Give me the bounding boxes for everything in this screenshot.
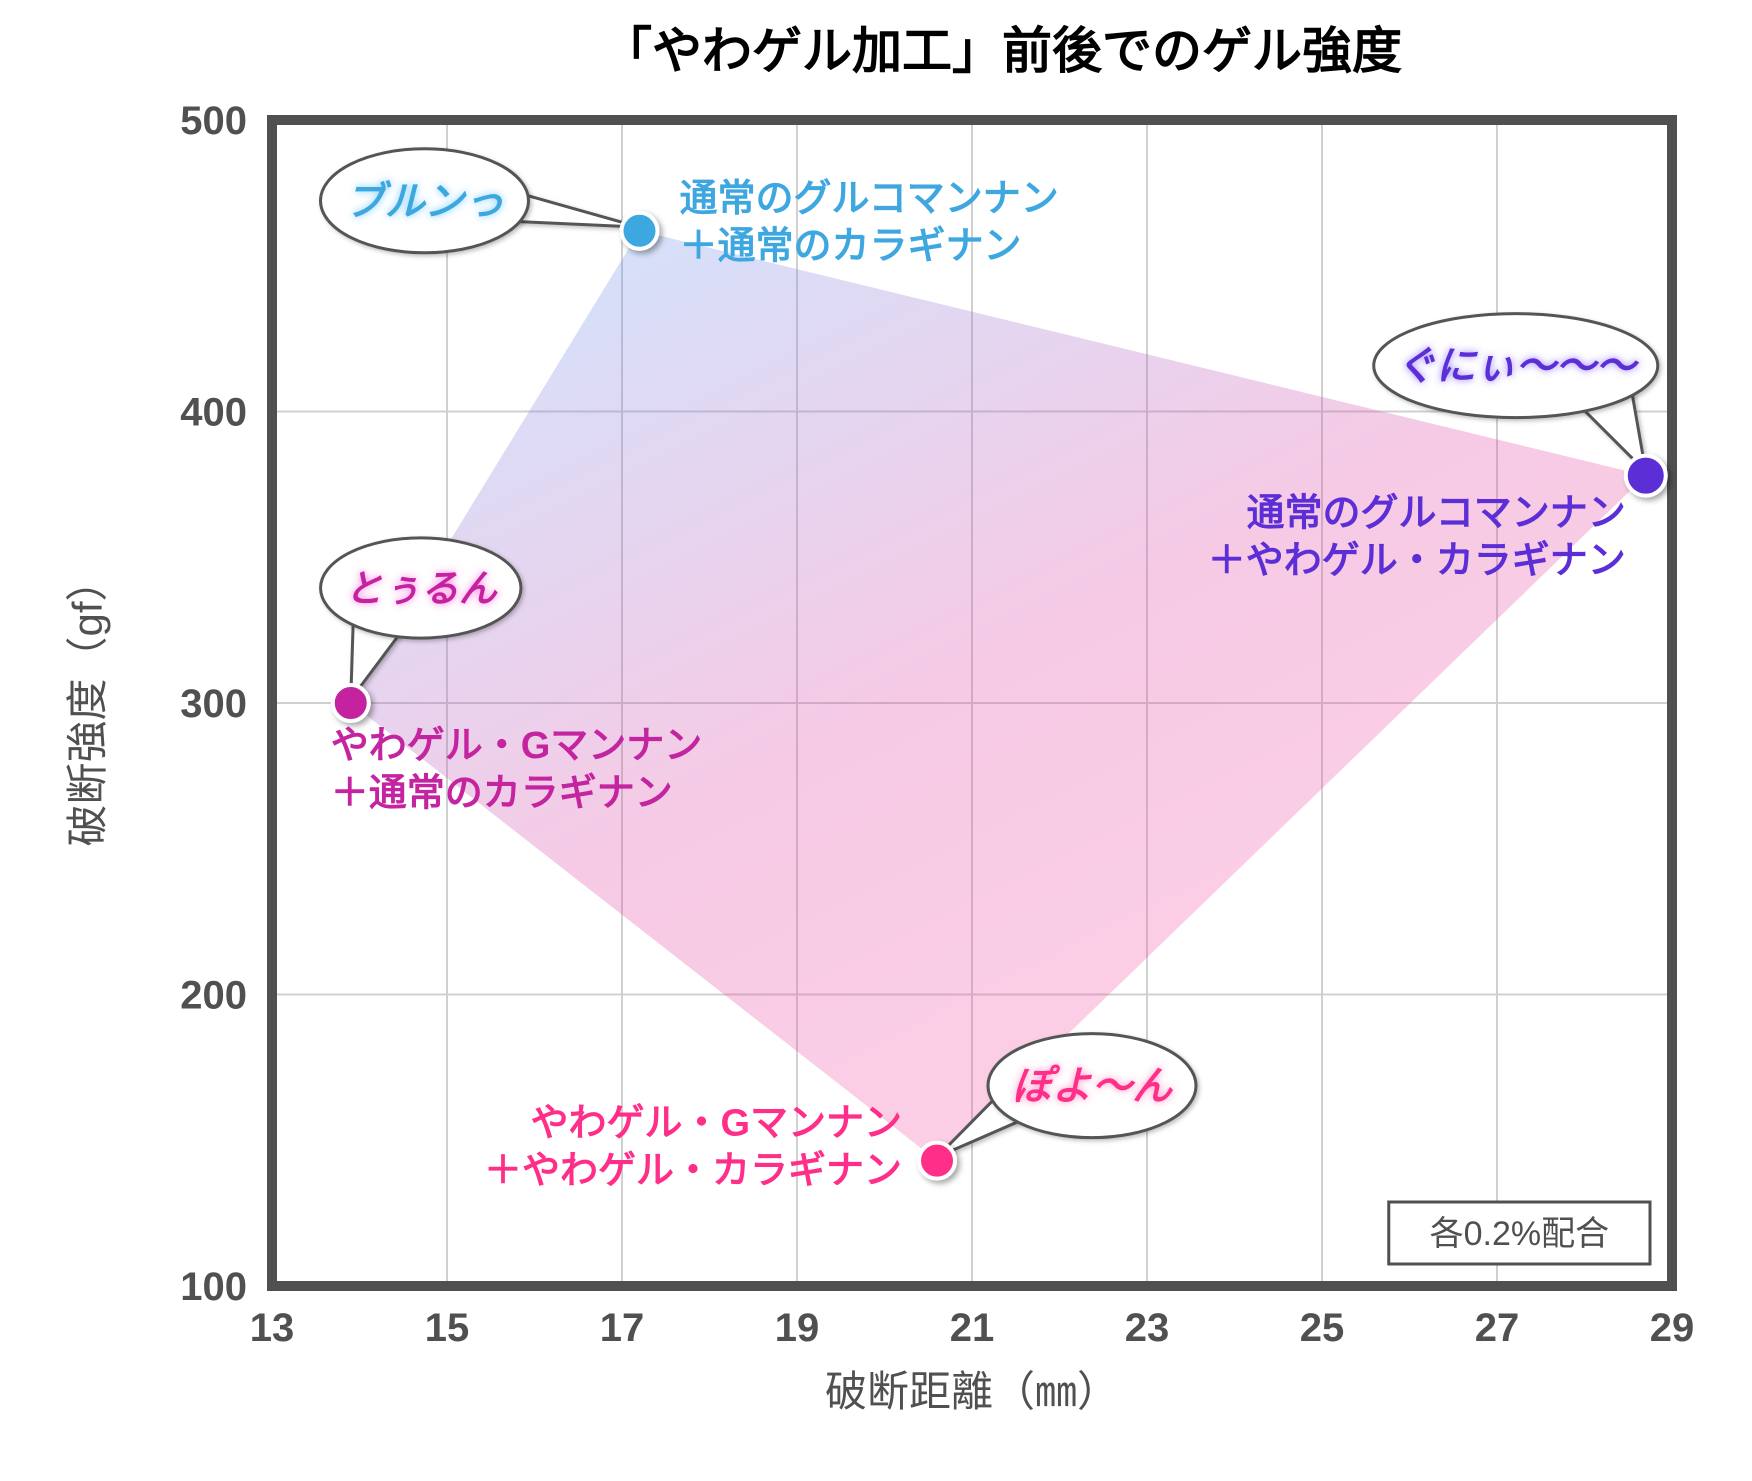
y-tick-label: 200: [180, 974, 247, 1018]
point-label-line: 通常のグルコマンナン: [680, 178, 1059, 220]
x-axis-title: 破断距離（㎜）: [825, 1368, 1119, 1415]
point-label-line: ＋通常のカラギナン: [331, 773, 673, 815]
x-tick-label: 15: [425, 1306, 470, 1350]
chart-title: 「やわゲル加工」前後でのゲル強度: [602, 23, 1402, 79]
x-tick-label: 23: [1125, 1306, 1170, 1350]
x-tick-label: 25: [1300, 1306, 1345, 1350]
point-label-line: ＋通常のカラギナン: [680, 225, 1022, 267]
x-tick-label: 29: [1650, 1306, 1695, 1350]
marker-dot: [1626, 456, 1666, 496]
y-axis-title: 破断強度（gf）: [64, 559, 111, 846]
x-tick-label: 27: [1475, 1306, 1520, 1350]
point-label-line: ＋やわゲル・カラギナン: [484, 1150, 902, 1192]
marker-dot: [919, 1143, 955, 1179]
y-tick-label: 300: [180, 682, 247, 726]
y-tick-label: 500: [180, 99, 247, 143]
marker-dot: [333, 685, 369, 721]
bubble-text: ぽよ～ん: [1012, 1065, 1174, 1109]
footnote-label: 各0.2%配合: [1430, 1215, 1610, 1253]
x-tick-label: 21: [950, 1306, 995, 1350]
chart-container: 「やわゲル加工」前後でのゲル強度 13 15 17 19 21 23 25 27 29 100 200…: [0, 0, 1752, 1481]
y-tick-label: 100: [180, 1265, 247, 1309]
data-point p_blue: ブルンっ 通常のグルコマンナン ＋通常のカラギナン: [321, 149, 1059, 267]
point-label-line: やわゲル・Gマンナン: [331, 725, 703, 767]
speech-bubble: ブルンっ: [321, 149, 640, 253]
bubble-text: とぅるん: [345, 568, 498, 610]
point-label-line: ＋やわゲル・カラギナン: [1208, 540, 1626, 582]
x-tick-label: 19: [775, 1306, 820, 1350]
bubble-text: ブルンっ: [345, 179, 504, 224]
x-tick-label: 13: [250, 1306, 295, 1350]
y-tick-label: 400: [180, 391, 247, 435]
scatter-chart: 「やわゲル加工」前後でのゲル強度 13 15 17 19 21 23 25 27 29 100 200…: [0, 0, 1752, 1481]
marker-dot: [622, 213, 658, 249]
point-label-line: 通常のグルコマンナン: [1247, 493, 1626, 535]
x-tick-label: 17: [600, 1306, 645, 1350]
bubble-text: ぐにぃ～～～: [1396, 345, 1640, 389]
point-label-line: やわゲル・Gマンナン: [530, 1103, 902, 1145]
